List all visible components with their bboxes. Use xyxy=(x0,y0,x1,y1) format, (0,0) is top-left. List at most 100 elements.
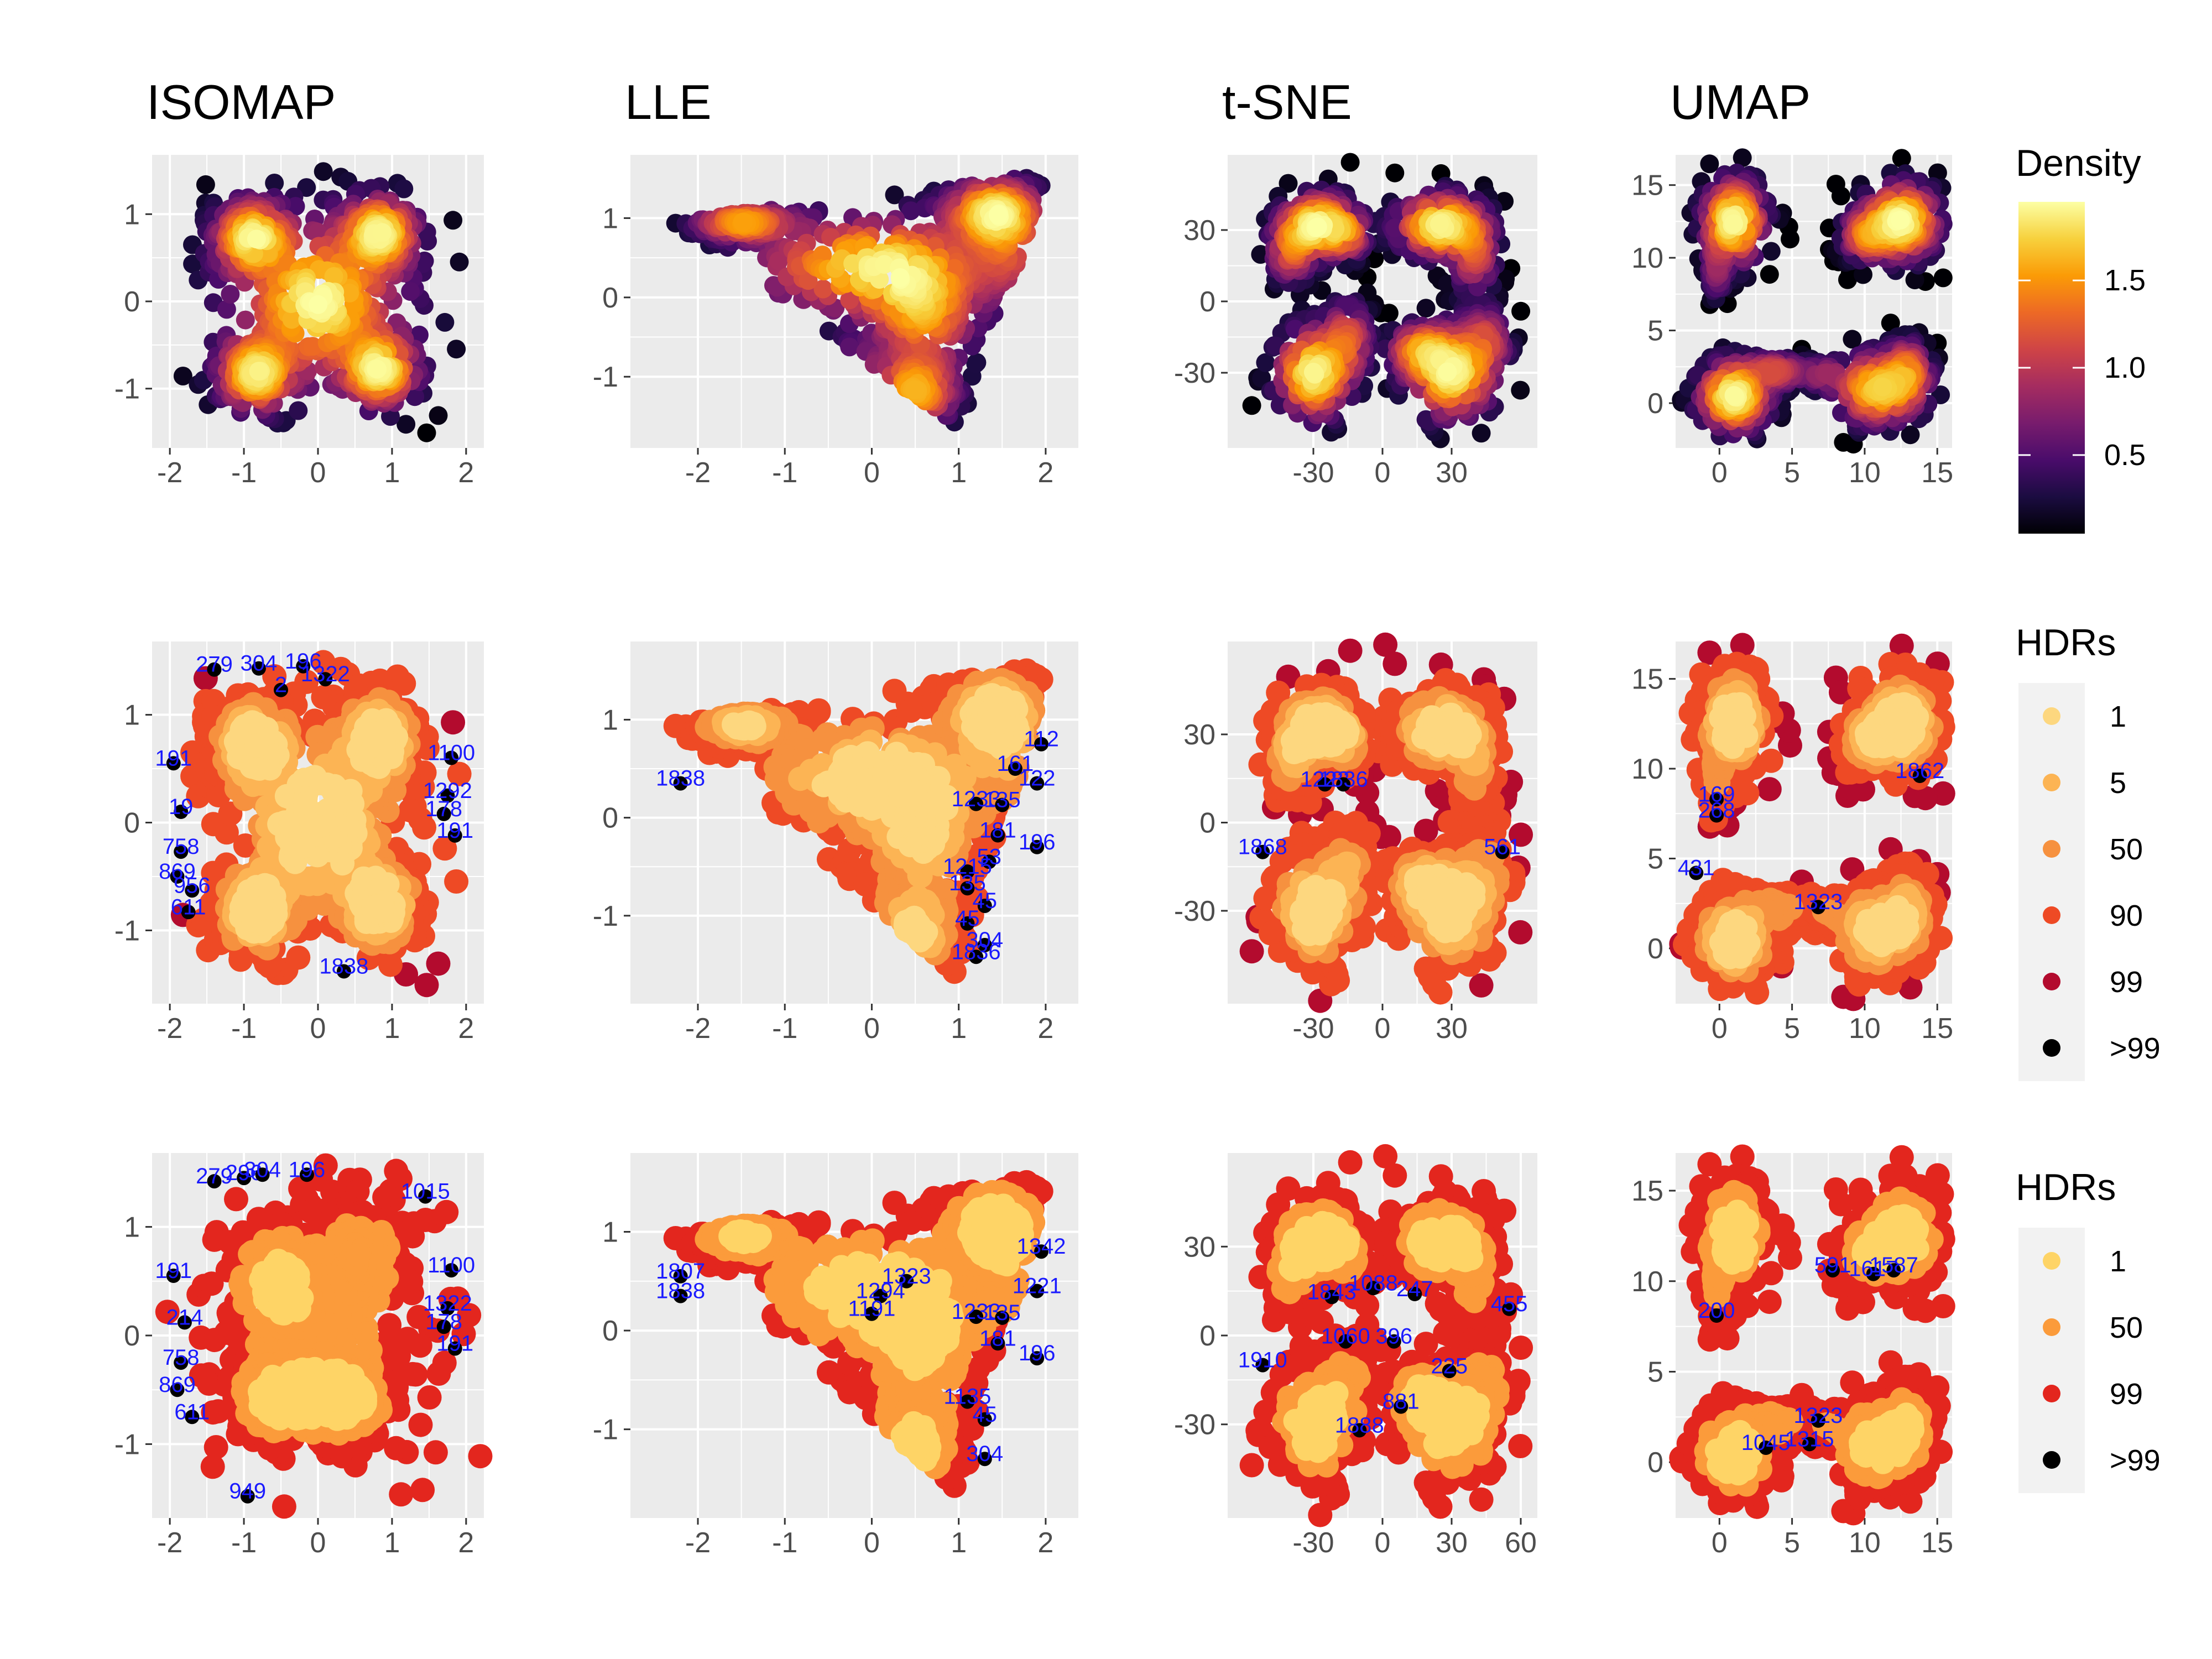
data-point xyxy=(840,337,859,357)
data-point xyxy=(417,423,436,442)
data-point xyxy=(1933,268,1953,288)
data-point xyxy=(365,894,389,919)
data-point xyxy=(405,387,425,406)
data-point xyxy=(247,229,266,249)
x-tick-label: -2 xyxy=(685,1013,711,1045)
y-tick-label: 0 xyxy=(124,286,140,318)
panel-r0-c1: -2 -1 0 1 2-101 xyxy=(593,155,1078,489)
data-point xyxy=(265,174,284,192)
data-point xyxy=(410,325,429,345)
x-tick-label: 1 xyxy=(384,457,400,489)
data-point xyxy=(1724,214,1744,233)
data-point xyxy=(905,380,924,399)
outlier-label: 1100 xyxy=(427,741,475,765)
x-tick-label: 0 xyxy=(864,1013,880,1045)
outlier-label: 956 xyxy=(174,873,211,898)
y-tick-label: 1 xyxy=(124,700,140,732)
y-tick-label: 30 xyxy=(1183,215,1215,247)
data-point xyxy=(289,401,308,420)
y-tick-label: 0 xyxy=(1647,388,1663,420)
x-tick-label: -1 xyxy=(231,1013,257,1045)
data-point xyxy=(236,310,255,330)
data-point xyxy=(414,973,439,998)
x-tick-label: 1 xyxy=(951,1013,967,1045)
data-point xyxy=(1761,242,1781,261)
data-point xyxy=(444,869,469,894)
scatter-points xyxy=(173,162,469,442)
x-tick-label: -2 xyxy=(685,457,711,489)
x-tick-label: 0 xyxy=(310,1013,326,1045)
outlier-label: 611 xyxy=(171,895,206,919)
data-point xyxy=(286,197,305,216)
data-point xyxy=(221,285,240,304)
data-point xyxy=(217,300,236,319)
data-point xyxy=(373,223,392,242)
outlier-label: 19 xyxy=(169,795,194,819)
data-point xyxy=(966,354,985,373)
outlier-label: 1322 xyxy=(301,662,350,686)
x-tick-label: -1 xyxy=(772,1013,797,1045)
panel-titles: ISOMAP LLE t-SNE UMAP xyxy=(147,75,1811,129)
panel-title: t-SNE xyxy=(1222,75,1352,129)
outlier-label: 758 xyxy=(163,834,200,859)
data-point xyxy=(306,814,331,839)
outlier-label: 191 xyxy=(155,746,192,770)
data-point xyxy=(1303,362,1323,382)
x-tick-label: 0 xyxy=(1712,457,1728,489)
panel-title: UMAP xyxy=(1670,75,1811,129)
data-point xyxy=(429,406,448,425)
data-point xyxy=(426,951,451,976)
outlier-label: 304 xyxy=(241,651,278,676)
y-tick-label: 1 xyxy=(602,704,618,736)
outlier-label: 191 xyxy=(436,818,473,843)
data-point xyxy=(733,213,753,232)
y-tick-label: -1 xyxy=(114,373,140,405)
data-point xyxy=(340,283,359,302)
data-point xyxy=(1416,299,1436,318)
data-point xyxy=(368,359,387,379)
data-point xyxy=(173,367,192,385)
data-point xyxy=(1472,424,1491,443)
y-tick-label: 15 xyxy=(1631,170,1663,202)
data-point xyxy=(1511,380,1530,400)
y-tick-label: 1 xyxy=(602,202,618,234)
data-point xyxy=(314,162,333,181)
data-point xyxy=(401,282,420,301)
y-tick-label: 0 xyxy=(124,807,140,839)
data-point xyxy=(249,362,268,381)
x-tick-label: 5 xyxy=(1784,457,1800,489)
x-tick-label: 2 xyxy=(1037,457,1053,489)
x-tick-label: 0 xyxy=(1375,457,1391,489)
data-point xyxy=(244,733,269,758)
x-tick-label: -2 xyxy=(157,457,182,489)
x-tick-label: 15 xyxy=(1921,457,1953,489)
x-tick-label: 1 xyxy=(384,1013,400,1045)
data-point xyxy=(1430,215,1449,234)
data-point xyxy=(450,252,469,272)
data-point xyxy=(286,945,311,970)
data-point xyxy=(1438,362,1457,382)
data-point xyxy=(1724,386,1744,405)
x-tick-label: -1 xyxy=(772,457,797,489)
data-point xyxy=(1700,154,1719,174)
data-point xyxy=(447,340,466,359)
x-tick-label: 2 xyxy=(1037,1013,1053,1045)
x-tick-label: -2 xyxy=(157,1013,182,1045)
outlier-label: 1838 xyxy=(319,954,368,979)
data-point xyxy=(1340,153,1360,172)
panel-r0-c0: -2 -1 0 1 2-101 xyxy=(114,155,484,489)
y-tick-label: 1 xyxy=(124,199,140,231)
y-tick-label: -30 xyxy=(1174,357,1215,389)
y-tick-label: -1 xyxy=(593,900,618,932)
data-point xyxy=(441,710,466,735)
data-point xyxy=(282,310,301,329)
y-tick-label: 0 xyxy=(602,282,618,314)
data-point xyxy=(1511,301,1531,321)
outlier-label: 279 xyxy=(196,653,233,677)
y-tick-label: -1 xyxy=(593,361,618,393)
